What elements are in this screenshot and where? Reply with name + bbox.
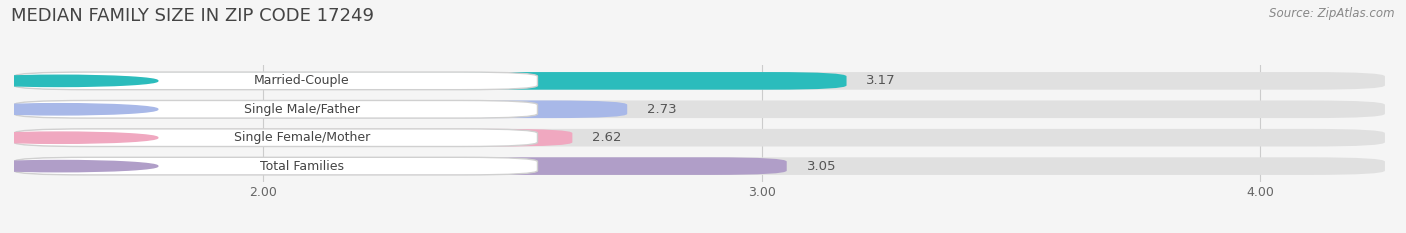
FancyBboxPatch shape bbox=[14, 100, 1385, 118]
FancyBboxPatch shape bbox=[14, 157, 787, 175]
Circle shape bbox=[0, 75, 157, 86]
Text: 3.17: 3.17 bbox=[866, 74, 896, 87]
FancyBboxPatch shape bbox=[14, 129, 572, 147]
Text: 2.62: 2.62 bbox=[592, 131, 621, 144]
Text: MEDIAN FAMILY SIZE IN ZIP CODE 17249: MEDIAN FAMILY SIZE IN ZIP CODE 17249 bbox=[11, 7, 374, 25]
Text: 2.73: 2.73 bbox=[647, 103, 676, 116]
Circle shape bbox=[0, 104, 157, 115]
Text: Single Female/Mother: Single Female/Mother bbox=[233, 131, 370, 144]
FancyBboxPatch shape bbox=[14, 72, 537, 90]
FancyBboxPatch shape bbox=[14, 157, 1385, 175]
Text: 3.05: 3.05 bbox=[807, 160, 837, 173]
FancyBboxPatch shape bbox=[14, 72, 1385, 90]
Text: Source: ZipAtlas.com: Source: ZipAtlas.com bbox=[1270, 7, 1395, 20]
Text: Married-Couple: Married-Couple bbox=[254, 74, 350, 87]
FancyBboxPatch shape bbox=[14, 129, 537, 147]
Circle shape bbox=[0, 132, 157, 143]
Circle shape bbox=[0, 161, 157, 172]
Text: Single Male/Father: Single Male/Father bbox=[243, 103, 360, 116]
FancyBboxPatch shape bbox=[14, 100, 627, 118]
FancyBboxPatch shape bbox=[14, 129, 1385, 147]
FancyBboxPatch shape bbox=[14, 100, 537, 118]
FancyBboxPatch shape bbox=[14, 72, 846, 90]
Text: Total Families: Total Families bbox=[260, 160, 344, 173]
FancyBboxPatch shape bbox=[14, 157, 537, 175]
